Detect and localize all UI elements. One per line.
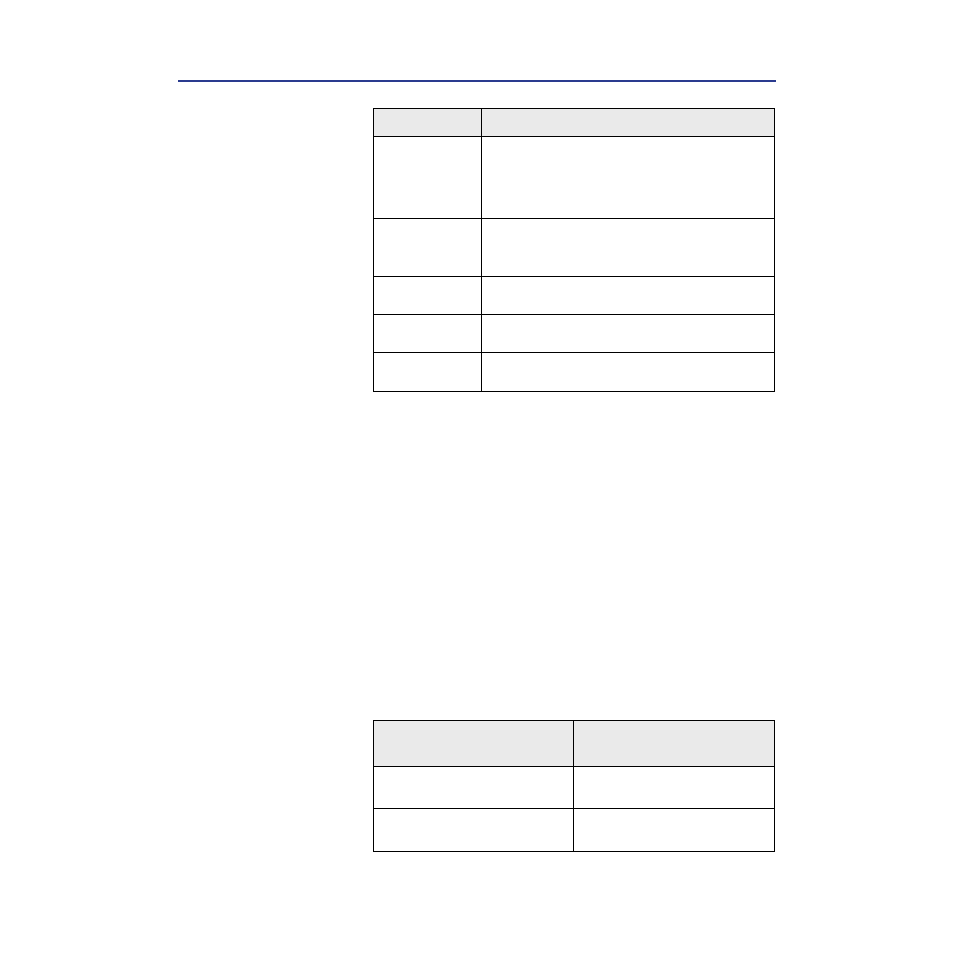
header-rule xyxy=(178,80,776,82)
cell xyxy=(574,767,774,808)
cell xyxy=(574,809,774,851)
group-label-1-cont xyxy=(374,219,482,276)
col-header-2 xyxy=(482,109,774,136)
table-row xyxy=(374,277,774,315)
group-label-1 xyxy=(374,137,482,218)
col-header-1 xyxy=(374,109,482,136)
table-row xyxy=(374,767,774,809)
cell xyxy=(374,809,574,851)
cell xyxy=(482,315,774,352)
group-label-2-cont2 xyxy=(374,353,482,391)
cell xyxy=(482,137,774,218)
cell xyxy=(482,277,774,314)
table-header-row xyxy=(374,109,774,137)
table-header-row xyxy=(374,721,774,767)
col-header-2 xyxy=(574,721,774,766)
cell xyxy=(374,767,574,808)
table-row xyxy=(374,137,774,219)
summary-table xyxy=(373,720,775,852)
page xyxy=(0,0,954,954)
group-label-2-cont xyxy=(374,315,482,352)
config-table xyxy=(373,108,775,392)
group-label-2 xyxy=(374,277,482,314)
cell xyxy=(482,353,774,391)
table-row xyxy=(374,809,774,851)
table-row xyxy=(374,315,774,353)
table-row xyxy=(374,353,774,391)
table-row xyxy=(374,219,774,277)
col-header-1 xyxy=(374,721,574,766)
cell xyxy=(482,219,774,276)
